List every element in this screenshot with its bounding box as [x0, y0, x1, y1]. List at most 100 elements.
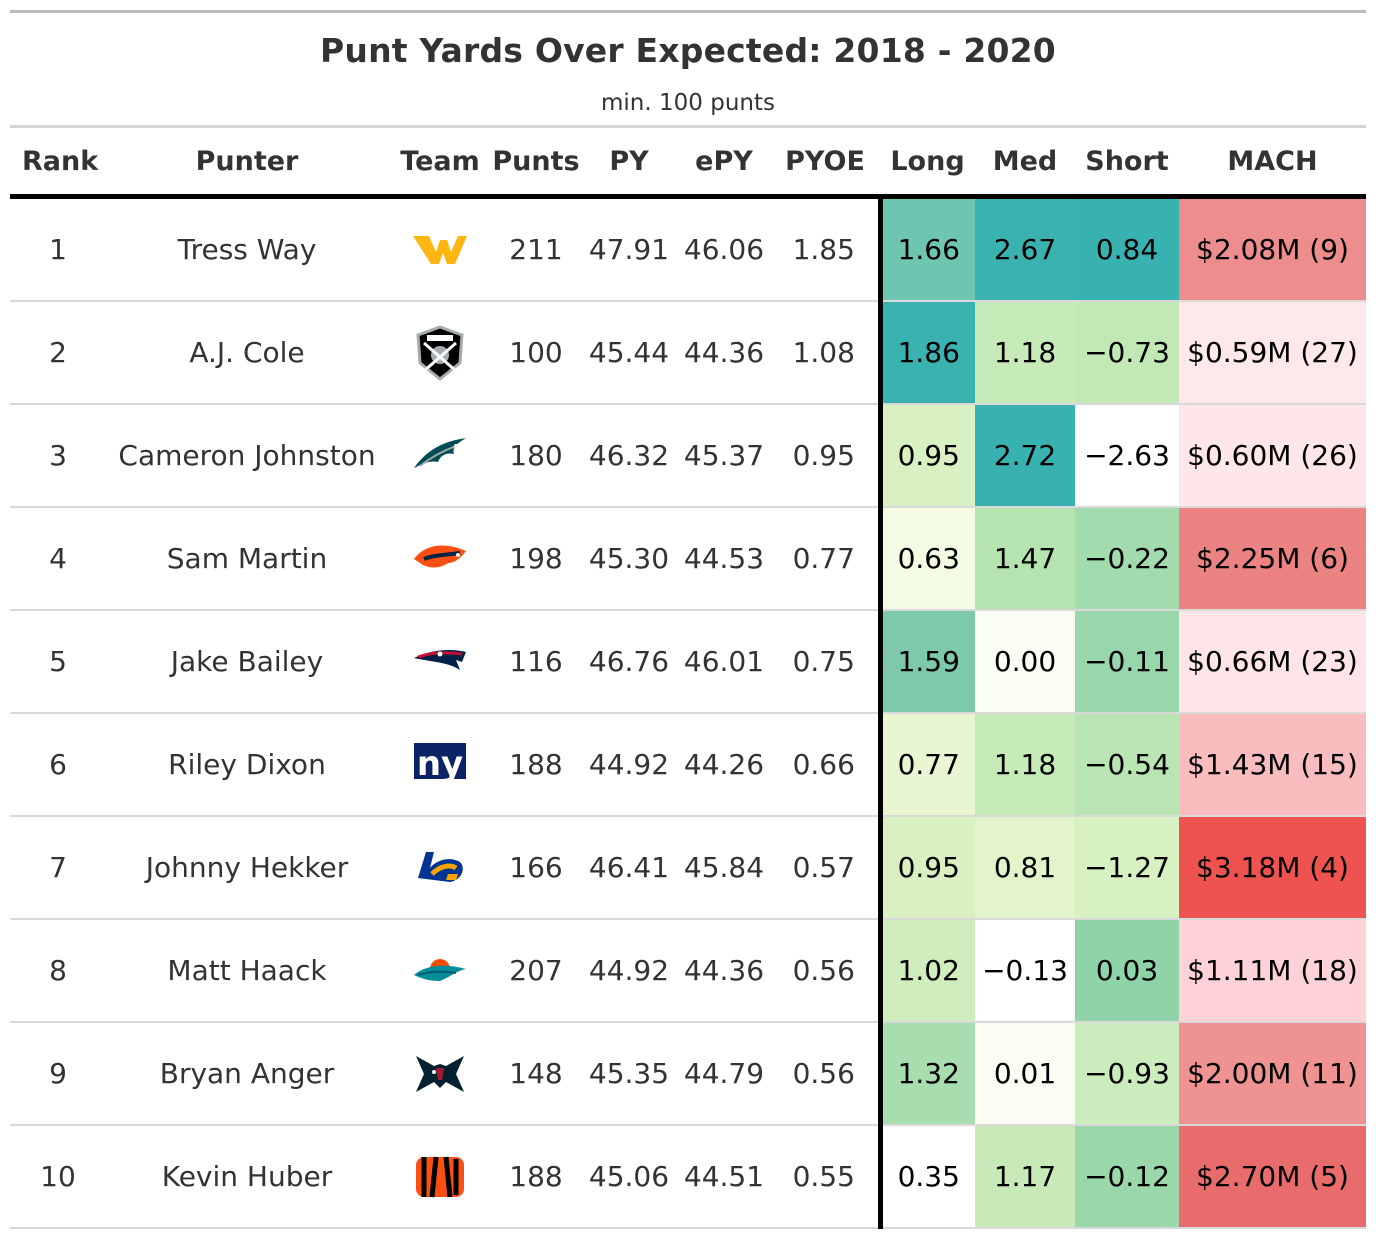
cell-long: 0.35	[877, 1125, 975, 1229]
cell-rank: 6	[10, 713, 106, 817]
cell-rank: 3	[10, 404, 106, 508]
cell-team: ny	[388, 713, 492, 817]
cell-py: 46.76	[580, 610, 678, 714]
cell-py: 45.30	[580, 507, 678, 611]
cell-punter: Sam Martin	[106, 507, 388, 611]
cell-long: 0.77	[877, 713, 975, 817]
cell-mach: $2.25M (6)	[1179, 507, 1366, 611]
cell-punter: Johnny Hekker	[106, 816, 388, 920]
cell-punts: 188	[492, 1125, 580, 1229]
cell-mach: $1.11M (18)	[1179, 919, 1366, 1023]
cell-long: 1.59	[877, 610, 975, 714]
cell-epy: 44.79	[678, 1022, 770, 1126]
cell-team	[388, 610, 492, 714]
cell-long: 1.02	[877, 919, 975, 1023]
cell-punter: Tress Way	[106, 196, 388, 302]
table-row: 9 Bryan Anger 148 45.35 44.79 0.56 1.32 0.01 −0.…	[10, 1022, 1366, 1126]
table-row: 2 A.J. Cole 100 45.44 44.36 1.08 1.86 1.18 −0.73…	[10, 301, 1366, 405]
cell-pyoe: 0.56	[770, 919, 880, 1023]
cell-team	[388, 196, 492, 302]
cell-mach: $1.43M (15)	[1179, 713, 1366, 817]
table-row: 4 Sam Martin 198 45.30 44.53 0.77 0.63 1.47 −0.2…	[10, 507, 1366, 611]
cell-punts: 148	[492, 1022, 580, 1126]
cell-epy: 45.37	[678, 404, 770, 508]
cell-punts: 100	[492, 301, 580, 405]
cell-short: 0.84	[1075, 196, 1179, 302]
cell-mach: $0.59M (27)	[1179, 301, 1366, 405]
cell-long: 1.66	[877, 196, 975, 302]
cell-punter: Jake Bailey	[106, 610, 388, 714]
cell-mach: $0.66M (23)	[1179, 610, 1366, 714]
cell-med: 0.81	[975, 816, 1075, 920]
svg-text:ny: ny	[417, 744, 463, 784]
cell-team	[388, 507, 492, 611]
cell-epy: 44.53	[678, 507, 770, 611]
table-row: 7 Johnny Hekker 166 46.41 45.84 0.57 0.95 0.81−…	[10, 816, 1366, 920]
bengals-logo	[410, 1147, 470, 1207]
header-row: Rank Punter Team Punts PY ePY PYOE Long Med Short…	[10, 128, 1366, 199]
cell-long: 0.95	[877, 816, 975, 920]
top-rule	[10, 10, 1366, 13]
cell-mach: $2.08M (9)	[1179, 196, 1366, 302]
dolphins-logo	[410, 941, 470, 1001]
cell-short: 0.03	[1075, 919, 1179, 1023]
cell-team	[388, 301, 492, 405]
table-title: Punt Yards Over Expected: 2018 - 2020	[320, 31, 1056, 70]
cell-epy: 46.06	[678, 196, 770, 302]
cell-pyoe: 1.08	[770, 301, 880, 405]
cell-pyoe: 0.95	[770, 404, 880, 508]
giants-logo: ny	[410, 735, 470, 795]
cell-team	[388, 919, 492, 1023]
cell-punter: Riley Dixon	[106, 713, 388, 817]
cell-med: 1.18	[975, 301, 1075, 405]
header-long: Long	[880, 128, 975, 199]
cell-pyoe: 0.56	[770, 1022, 880, 1126]
cell-team	[388, 404, 492, 508]
patriots-logo	[410, 632, 470, 692]
cell-punts: 198	[492, 507, 580, 611]
cell-pyoe: 0.57	[770, 816, 880, 920]
washington-logo	[410, 220, 470, 280]
cell-med: 1.17	[975, 1125, 1075, 1229]
cell-epy: 44.36	[678, 301, 770, 405]
header-punts: Punts	[492, 128, 580, 199]
cell-epy: 45.84	[678, 816, 770, 920]
cell-short: −0.22	[1075, 507, 1179, 611]
cell-punter: Bryan Anger	[106, 1022, 388, 1126]
table-row: 6 Riley Dixon ny 188 44.92 44.26 0.66 0.77 1.18−…	[10, 713, 1366, 817]
cell-med: −0.13	[975, 919, 1075, 1023]
cell-short: −1.27	[1075, 816, 1179, 920]
header-mach: MACH	[1179, 128, 1366, 199]
cell-team	[388, 1022, 492, 1126]
cell-epy: 44.26	[678, 713, 770, 817]
cell-team	[388, 1125, 492, 1229]
cell-punts: 180	[492, 404, 580, 508]
rams-logo	[410, 838, 470, 898]
cell-rank: 1	[10, 196, 106, 302]
cell-long: 1.32	[877, 1022, 975, 1126]
cell-epy: 44.36	[678, 919, 770, 1023]
cell-mach: $3.18M (4)	[1179, 816, 1366, 920]
cell-rank: 4	[10, 507, 106, 611]
table-container: Punt Yards Over Expected: 2018 - 2020 mi…	[10, 10, 1366, 1229]
header-med: Med	[975, 128, 1075, 199]
table-row: 1 Tress Way 211 47.91 46.06 1.85 1.66 2.67 0.84 $…	[10, 196, 1366, 302]
cell-punts: 188	[492, 713, 580, 817]
cell-py: 46.41	[580, 816, 678, 920]
cell-med: 1.47	[975, 507, 1075, 611]
table-subtitle: min. 100 punts	[601, 90, 775, 116]
cell-punter: A.J. Cole	[106, 301, 388, 405]
cell-med: 2.67	[975, 196, 1075, 302]
cell-med: 0.01	[975, 1022, 1075, 1126]
header-team: Team	[388, 128, 492, 199]
cell-mach: $2.70M (5)	[1179, 1125, 1366, 1229]
cell-pyoe: 0.75	[770, 610, 880, 714]
punter-table: Rank Punter Team Punts PY ePY PYOE Long Med Short…	[10, 128, 1366, 1229]
cell-py: 44.92	[580, 713, 678, 817]
header-epy: ePY	[678, 128, 770, 199]
cell-team	[388, 816, 492, 920]
table-row: 3 Cameron Johnston 180 46.32 45.37 0.95 0.95 2.…	[10, 404, 1366, 508]
cell-punter: Matt Haack	[106, 919, 388, 1023]
cell-short: −2.63	[1075, 404, 1179, 508]
cell-py: 46.32	[580, 404, 678, 508]
